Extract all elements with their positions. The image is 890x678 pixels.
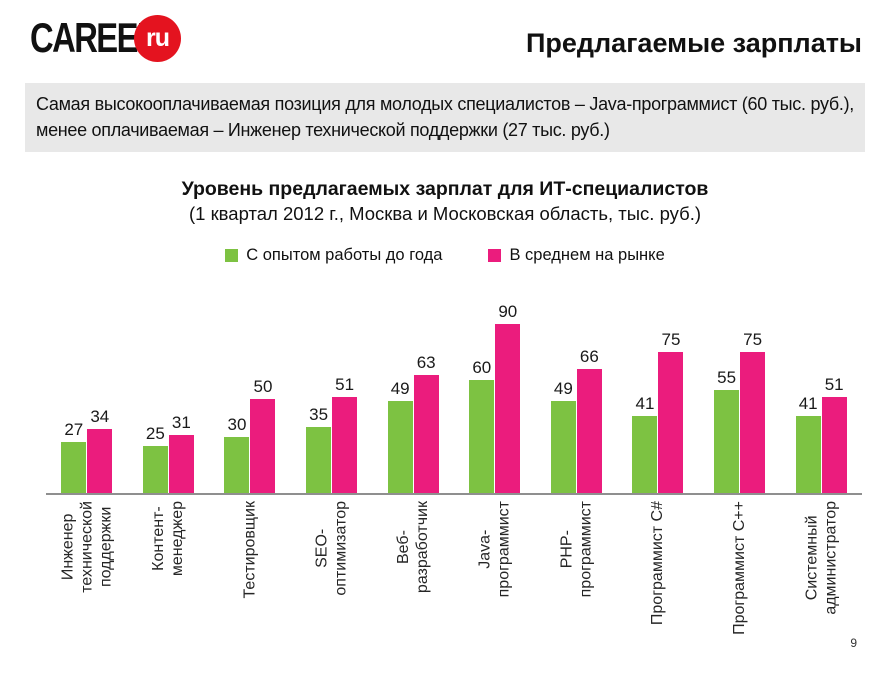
legend-label-market: В среднем на рынке <box>509 246 665 264</box>
bar: 51 <box>821 375 847 493</box>
bar: 49 <box>387 379 413 493</box>
x-label: Тестировщик <box>241 501 259 599</box>
bar: 41 <box>795 394 821 493</box>
legend-item-experience: С опытом работы до года <box>225 246 442 265</box>
bar: 50 <box>250 377 276 493</box>
bar: 41 <box>632 394 658 493</box>
bar-value-label: 30 <box>227 415 247 434</box>
bar-group: 30 50 <box>209 283 291 493</box>
bar-group: 25 31 <box>128 283 210 493</box>
x-label-cell: SEO- оптимизатор <box>291 501 373 666</box>
x-label-cell: Инженер технической поддержки <box>46 501 128 666</box>
bar: 49 <box>550 379 576 493</box>
bar: 25 <box>142 424 168 493</box>
summary-box: Самая высокооплачиваемая позиция для мол… <box>25 83 865 152</box>
career-logo: CAREER ru <box>30 14 195 62</box>
legend-item-market: В среднем на рынке <box>488 246 665 265</box>
bar-group: 55 75 <box>699 283 781 493</box>
x-label: Контент- менеджер <box>150 501 187 577</box>
x-label-cell: Контент- менеджер <box>128 501 210 666</box>
chart-legend: С опытом работы до года В среднем на рын… <box>0 246 890 265</box>
bar-group: 49 66 <box>536 283 618 493</box>
bar-value-label: 60 <box>472 358 492 377</box>
bar-value-label: 34 <box>90 407 110 426</box>
x-label-cell: Java- программист <box>454 501 536 666</box>
chart-title: Уровень предлагаемых зарплат для ИТ-спец… <box>181 178 709 200</box>
bar-value-label: 55 <box>717 368 737 387</box>
bar-value-label: 63 <box>416 353 436 372</box>
x-label: Программист C# <box>649 501 667 626</box>
bar: 66 <box>576 347 602 493</box>
bar-value-label: 90 <box>498 302 518 321</box>
bar: 55 <box>714 368 740 493</box>
x-label-cell: Программист C# <box>617 501 699 666</box>
x-label: PHP- программист <box>558 501 595 598</box>
bar: 75 <box>740 330 766 493</box>
x-label: Java- программист <box>476 501 513 598</box>
bar: 31 <box>168 413 194 493</box>
bar-value-label: 35 <box>309 405 329 424</box>
page-title: Предлагаемые зарплаты <box>525 28 862 58</box>
bar-value-label: 25 <box>145 424 165 443</box>
bar-value-label: 51 <box>335 375 355 394</box>
bar: 90 <box>495 302 521 493</box>
legend-swatch-green-icon <box>225 249 239 262</box>
bar: 60 <box>469 358 495 493</box>
x-label: Веб- разработчик <box>395 501 432 594</box>
bar-group: 60 90 <box>454 283 536 493</box>
bar-value-label: 49 <box>390 379 410 398</box>
bar: 30 <box>224 415 250 493</box>
bar-group: 27 34 <box>46 283 128 493</box>
page-number: 9 <box>850 636 857 650</box>
bar: 51 <box>332 375 358 493</box>
bar: 35 <box>306 405 332 493</box>
bar-value-label: 41 <box>798 394 818 413</box>
bar-value-label: 51 <box>824 375 844 394</box>
x-label: Инженер технической поддержки <box>59 501 115 593</box>
bar: 75 <box>658 330 684 493</box>
x-label-cell: PHP- программист <box>536 501 618 666</box>
bar-group: 49 63 <box>372 283 454 493</box>
bar-value-label: 49 <box>553 379 573 398</box>
chart-subtitle: (1 квартал 2012 г., Москва и Московская … <box>188 203 702 224</box>
x-axis-labels: Инженер технической поддержки Контент- ме… <box>46 501 862 666</box>
bar-value-label: 41 <box>635 394 655 413</box>
bar-value-label: 31 <box>171 413 191 432</box>
plot-area: 27 34 25 31 30 50 35 51 49 63 60 90 49 66 41 75 55 75 41 51 <box>46 283 862 495</box>
bar-group: 35 51 <box>291 283 373 493</box>
logo-ru-badge-icon: ru <box>134 15 181 62</box>
x-label: Программист C++ <box>731 501 749 635</box>
bar-group: 41 75 <box>617 283 699 493</box>
bar-value-label: 50 <box>253 377 273 396</box>
x-label-cell: Программист C++ <box>699 501 781 666</box>
bar-value-label: 27 <box>64 420 84 439</box>
bar-group: 41 51 <box>780 283 862 493</box>
summary-text: Самая высокооплачиваемая позиция для мол… <box>36 94 854 140</box>
x-label: Системный администратор <box>803 501 840 615</box>
x-label-cell: Веб- разработчик <box>372 501 454 666</box>
bar: 34 <box>87 407 113 493</box>
legend-label-experience: С опытом работы до года <box>246 246 443 264</box>
bar-value-label: 75 <box>661 330 681 349</box>
bar-value-label: 75 <box>743 330 763 349</box>
x-label: SEO- оптимизатор <box>313 501 350 596</box>
bar-value-label: 66 <box>579 347 599 366</box>
x-label-cell: Тестировщик <box>209 501 291 666</box>
legend-swatch-pink-icon <box>488 249 502 262</box>
bar: 27 <box>61 420 87 493</box>
bar: 63 <box>413 353 439 493</box>
